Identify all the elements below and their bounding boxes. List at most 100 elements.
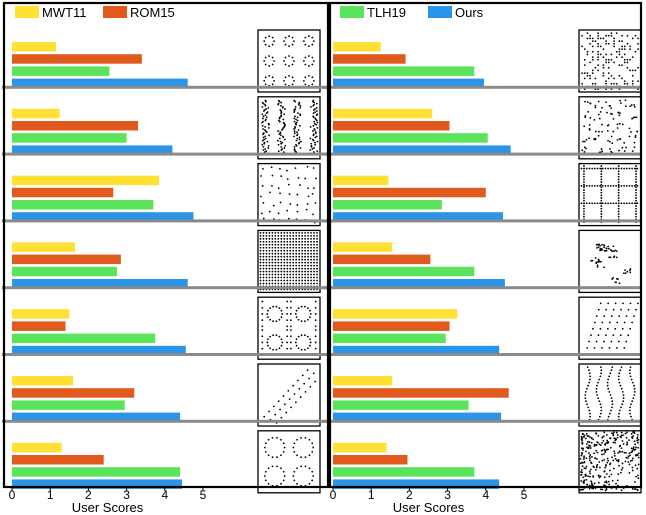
pattern-dot bbox=[264, 76, 267, 79]
bar-rom15 bbox=[12, 54, 142, 64]
pattern-dot bbox=[617, 205, 620, 207]
pattern-dot bbox=[293, 393, 296, 395]
pattern-dot bbox=[295, 123, 298, 126]
pattern-dot bbox=[610, 369, 613, 372]
pattern-dot bbox=[267, 454, 270, 457]
pattern-dot bbox=[316, 255, 318, 258]
pattern-dot bbox=[289, 279, 292, 282]
pattern-dot bbox=[306, 335, 309, 338]
pattern-dot bbox=[307, 243, 309, 246]
pattern-dot bbox=[316, 246, 318, 249]
pattern-dot bbox=[275, 348, 278, 351]
pattern-dot bbox=[269, 191, 271, 194]
pattern-dot bbox=[628, 167, 631, 170]
pattern-dot bbox=[283, 231, 286, 234]
pattern-dot bbox=[614, 302, 617, 305]
pattern-dot bbox=[600, 175, 603, 178]
pattern-dot bbox=[283, 276, 286, 279]
pattern-dot bbox=[585, 432, 588, 435]
pattern-dot bbox=[316, 282, 318, 285]
pattern-dot bbox=[264, 43, 267, 46]
pattern-dot bbox=[314, 325, 317, 328]
pattern-dot bbox=[599, 327, 602, 330]
pattern-dot bbox=[633, 384, 635, 387]
pattern-dot bbox=[315, 102, 318, 105]
pattern-dot bbox=[280, 309, 283, 312]
pattern-dot bbox=[316, 240, 318, 243]
pattern-dot bbox=[284, 138, 286, 141]
pattern-dot bbox=[600, 148, 603, 150]
bar-ours bbox=[333, 78, 484, 89]
x-tick-label: 1 bbox=[47, 488, 54, 502]
pattern-dot bbox=[277, 103, 280, 106]
pattern-dot bbox=[313, 243, 315, 246]
pattern-thumbnail bbox=[257, 29, 321, 93]
pattern-dot bbox=[628, 439, 630, 442]
pattern-dot bbox=[608, 375, 611, 378]
pattern-dot bbox=[624, 272, 627, 275]
pattern-dot bbox=[289, 243, 292, 246]
pattern-dot bbox=[289, 246, 292, 249]
pattern-dot bbox=[304, 243, 307, 246]
pattern-dots bbox=[263, 369, 317, 424]
pattern-dot bbox=[316, 234, 318, 237]
pattern-dot bbox=[309, 137, 312, 140]
pattern-dot bbox=[312, 109, 315, 111]
pattern-dot bbox=[629, 412, 632, 415]
pattern-dot bbox=[283, 243, 286, 246]
pattern-dot bbox=[298, 273, 301, 276]
pattern-dot bbox=[597, 64, 599, 66]
pattern-dot bbox=[618, 114, 621, 117]
pattern-dot bbox=[583, 210, 585, 213]
pattern-dot bbox=[288, 65, 290, 67]
pattern-dot bbox=[600, 178, 603, 181]
pattern-dot bbox=[286, 282, 289, 285]
pattern-dot bbox=[620, 366, 623, 368]
pattern-dot bbox=[289, 231, 292, 234]
pattern-dot bbox=[277, 143, 280, 146]
pattern-dot bbox=[610, 340, 613, 343]
pattern-dot bbox=[629, 375, 632, 378]
pattern-dot bbox=[603, 458, 605, 461]
pattern-dot bbox=[298, 282, 301, 285]
pattern-dot bbox=[307, 264, 309, 267]
pattern-dot bbox=[632, 435, 635, 437]
pattern-dot bbox=[278, 335, 281, 338]
pattern-dot bbox=[288, 55, 290, 57]
pattern-dot bbox=[293, 120, 296, 123]
pattern-dot bbox=[580, 437, 583, 439]
pattern-dot bbox=[604, 443, 607, 446]
pattern-dot bbox=[271, 246, 274, 249]
pattern-dot bbox=[628, 185, 631, 187]
pattern-dot bbox=[611, 403, 614, 406]
pattern-dot bbox=[586, 403, 588, 406]
pattern-dot bbox=[609, 372, 612, 375]
pattern-dot bbox=[635, 191, 637, 194]
bar-tlh19 bbox=[12, 333, 156, 344]
pattern-dot bbox=[274, 252, 277, 255]
pattern-dot bbox=[262, 145, 265, 148]
bar-mwt11 bbox=[333, 42, 381, 52]
pattern-dot bbox=[286, 279, 289, 282]
pattern-dot bbox=[621, 64, 623, 66]
pattern-dot bbox=[637, 80, 639, 82]
pattern-dot bbox=[610, 397, 613, 399]
bar-rom15 bbox=[333, 254, 431, 265]
pattern-dot bbox=[280, 101, 283, 104]
pattern-dot bbox=[316, 276, 318, 279]
pattern-dot bbox=[613, 431, 615, 434]
pattern-dot bbox=[593, 167, 596, 170]
pattern-dot bbox=[259, 234, 262, 237]
bar-tlh19 bbox=[333, 467, 475, 477]
pattern-dot bbox=[262, 264, 265, 267]
pattern-dot bbox=[629, 302, 632, 305]
pattern-dot bbox=[601, 123, 604, 126]
pattern-dot bbox=[310, 142, 313, 145]
pattern-dot bbox=[635, 194, 637, 197]
pattern-dot bbox=[289, 335, 292, 338]
pattern-dot bbox=[597, 397, 600, 399]
pattern-dot bbox=[608, 483, 611, 486]
pattern-dot bbox=[307, 195, 310, 198]
pattern-dot bbox=[292, 249, 295, 252]
pattern-dot bbox=[600, 207, 603, 210]
